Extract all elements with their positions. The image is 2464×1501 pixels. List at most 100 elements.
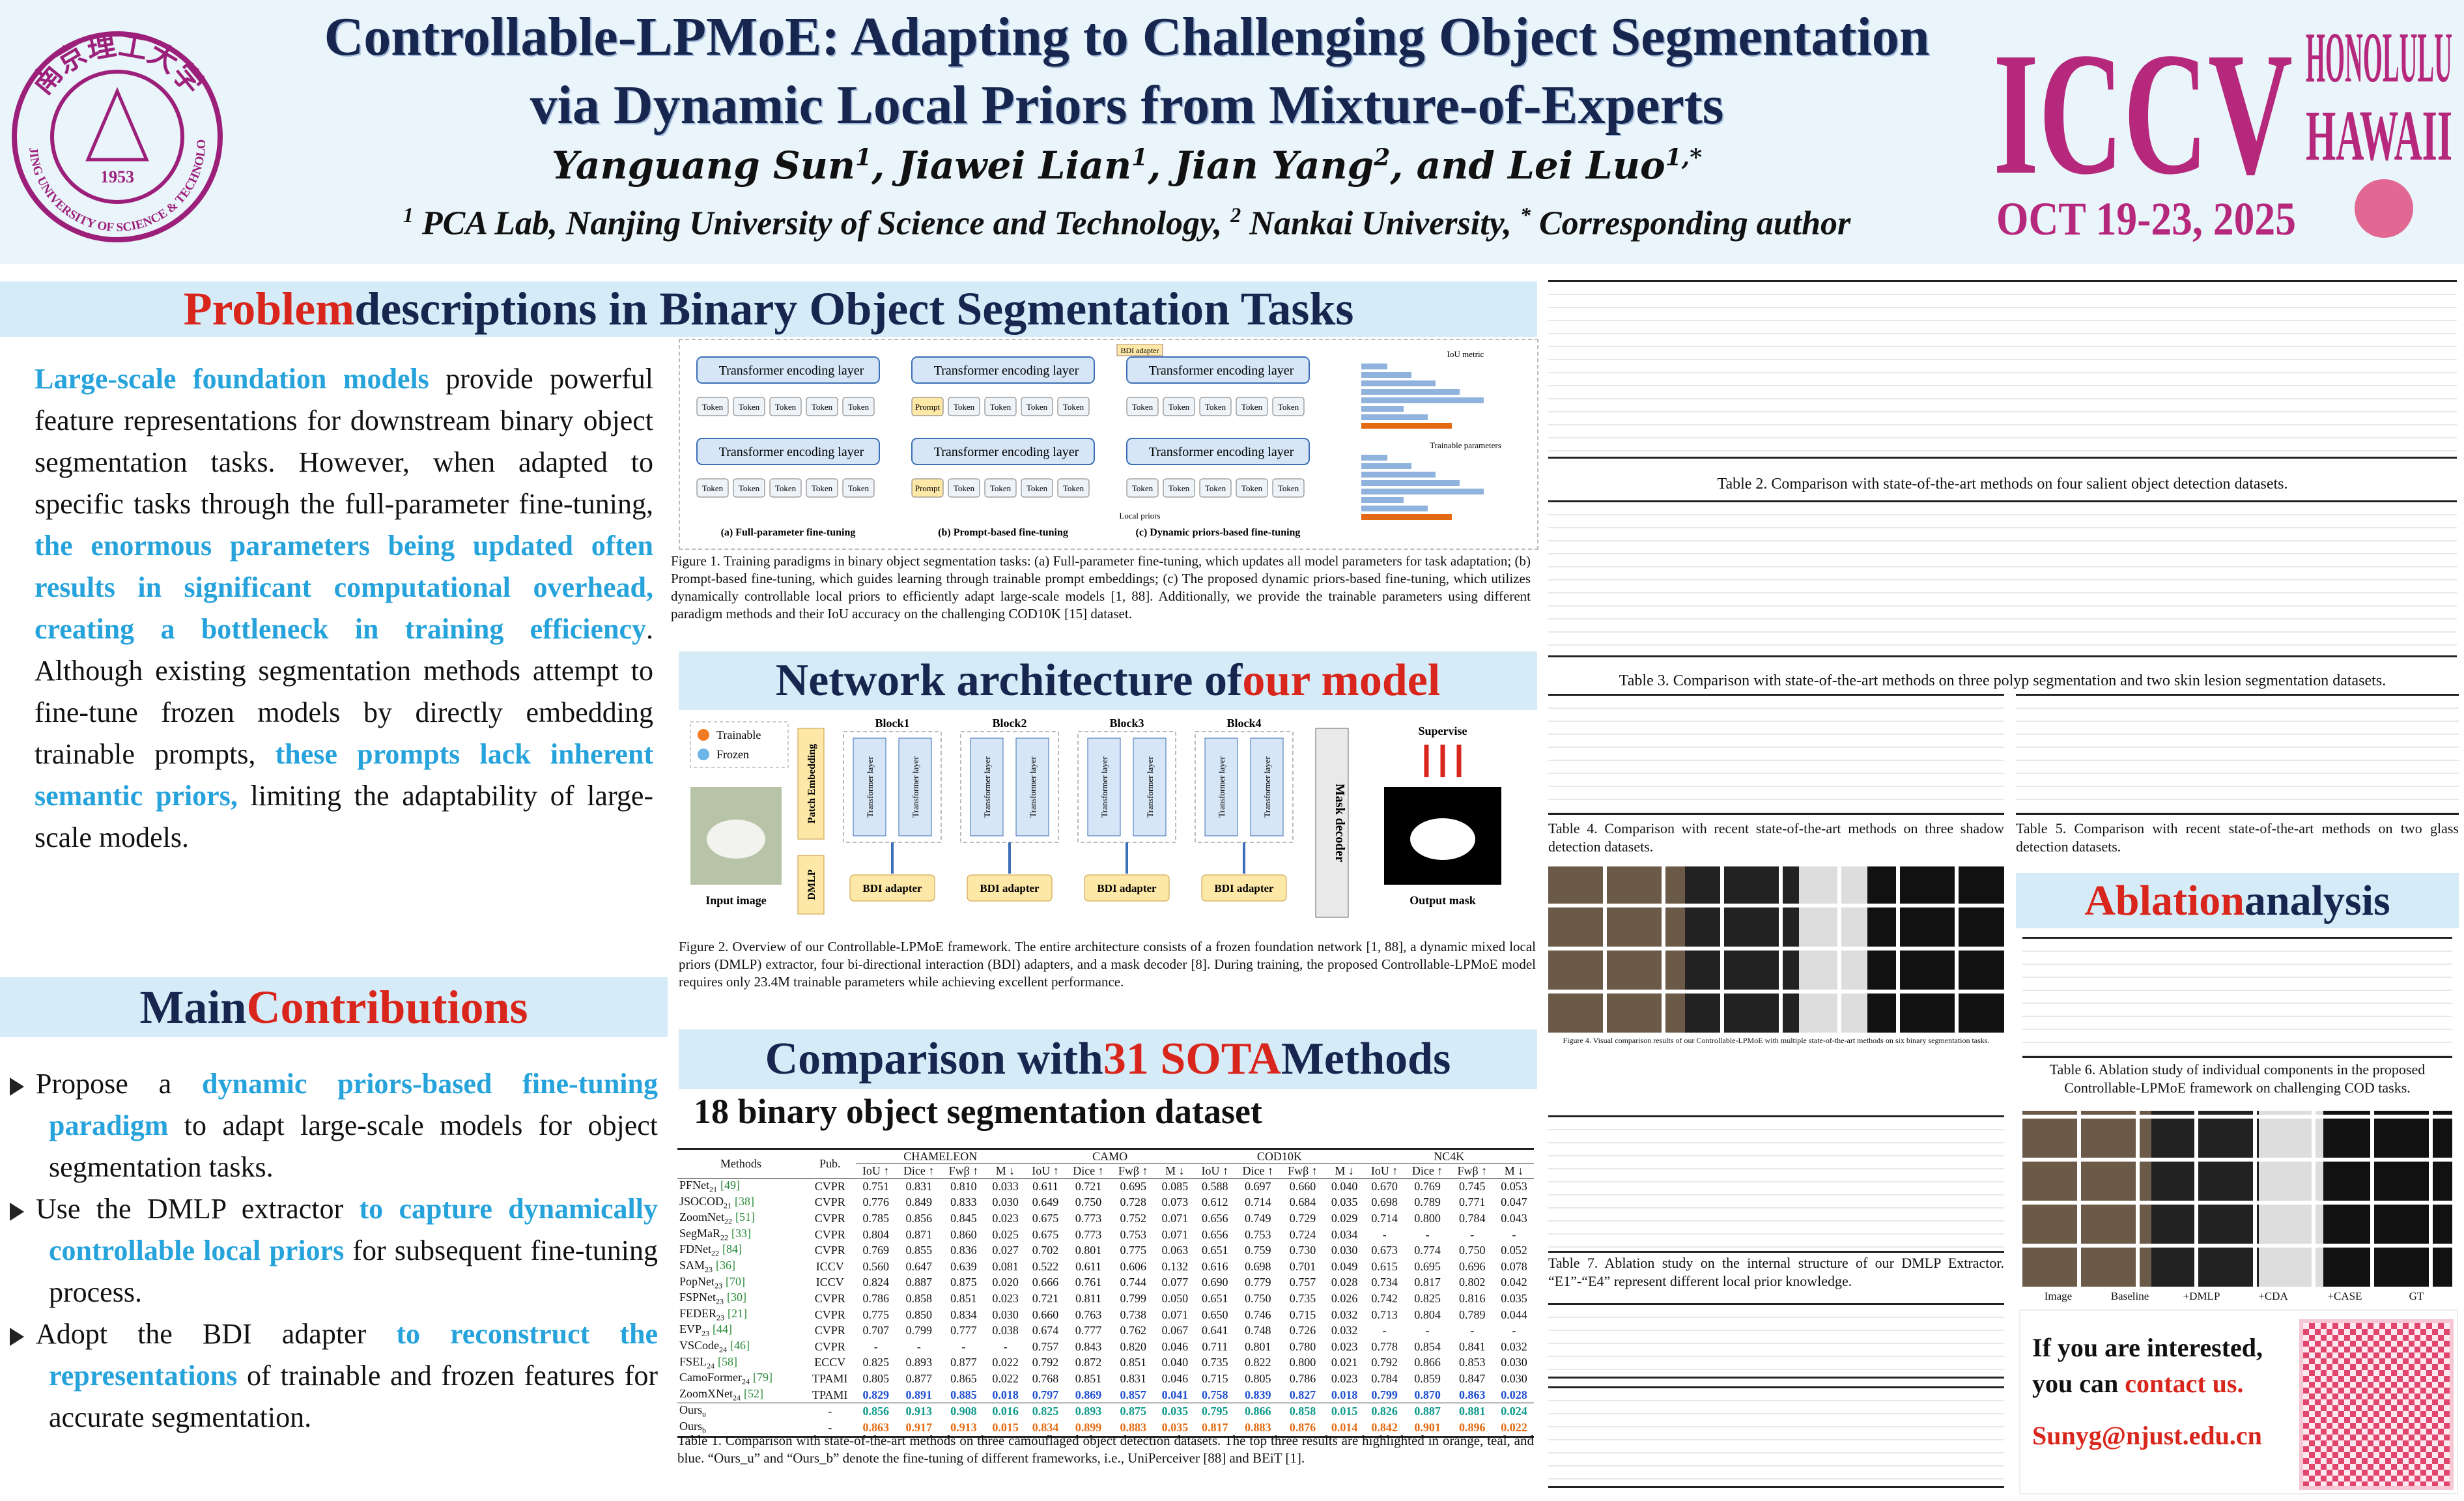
affiliations: 1 PCA Lab, Nanjing University of Science… xyxy=(248,203,2006,242)
figure-1: Transformer encoding layer Token Token Toke… xyxy=(696,344,1501,538)
value-cell: 0.077 xyxy=(1161,1276,1189,1289)
method-ref: [49] xyxy=(720,1179,741,1192)
superscript: 2 xyxy=(1230,203,1241,227)
value-cell: 0.724 xyxy=(1289,1227,1316,1241)
value-cell: 0.040 xyxy=(1161,1356,1189,1369)
method-year: 24 xyxy=(732,1393,741,1403)
method-name: JSOCOD xyxy=(679,1194,724,1208)
value-cell: 0.753 xyxy=(1245,1227,1271,1241)
table-3 xyxy=(1548,500,2457,657)
method-ref: [30] xyxy=(727,1291,747,1304)
priors-label: Local priors xyxy=(1119,511,1160,521)
token xyxy=(984,397,1017,416)
token xyxy=(696,478,729,498)
value-cell: 0.784 xyxy=(1459,1211,1486,1225)
method-name: CamoFormer xyxy=(679,1371,742,1384)
value-cell: 0.049 xyxy=(1331,1259,1358,1273)
token-label: Token xyxy=(1241,483,1263,493)
value-cell: 0.825 xyxy=(1032,1405,1059,1418)
contact-line: you can contact us. xyxy=(2032,1368,2243,1399)
value-cell: 0.728 xyxy=(1120,1195,1146,1209)
contribution-item: Propose a dynamic priors-based fine-tuni… xyxy=(10,1063,658,1188)
mini-bar xyxy=(1361,397,1484,403)
method-ref: [84] xyxy=(722,1242,742,1256)
value-cell: 0.834 xyxy=(1032,1420,1059,1434)
value-cell: 0.035 xyxy=(1161,1405,1189,1418)
value-cell: 0.757 xyxy=(1289,1276,1316,1289)
token-label: Token xyxy=(848,402,870,412)
value-cell: 0.901 xyxy=(1414,1420,1441,1434)
method-year: 22 xyxy=(720,1233,728,1242)
value-cell: 0.666 xyxy=(1032,1276,1059,1289)
token-label: Token xyxy=(775,402,797,412)
table-row: CamoFormer24 [79] TPAMI 0.805 0.877 0.865 0.02… xyxy=(677,1371,1534,1387)
token-label: Token xyxy=(954,483,975,493)
dmlp-label: DMLP xyxy=(806,869,817,900)
text-span: you can xyxy=(2032,1369,2125,1398)
value-cell: 0.711 xyxy=(1202,1339,1228,1353)
token-label: Prompt xyxy=(915,402,941,412)
value-cell: 0.877 xyxy=(950,1356,977,1369)
bdi-label: BDI adapter xyxy=(1097,882,1157,894)
method-name: ZoomNet xyxy=(679,1210,724,1224)
token xyxy=(806,397,838,416)
ablation-images xyxy=(2022,1111,2452,1287)
value-cell: 0.858 xyxy=(1289,1405,1316,1418)
method-ref: [58] xyxy=(718,1354,738,1368)
value-cell: 0.052 xyxy=(1501,1244,1527,1257)
contribution-item: Use the DMLP extractor to capture dynami… xyxy=(10,1188,658,1313)
value-cell: 0.018 xyxy=(1331,1388,1358,1401)
conference-place: HONOLULU xyxy=(2306,20,2452,97)
token-label: Token xyxy=(1063,402,1084,412)
hibiscus xyxy=(2355,179,2413,238)
token-label: Token xyxy=(954,402,975,412)
value-cell: 0.859 xyxy=(1414,1371,1441,1385)
method-year: 22 xyxy=(711,1248,719,1258)
value-cell: 0.675 xyxy=(1032,1227,1059,1241)
value-cell: 0.822 xyxy=(1245,1356,1271,1369)
method-ref: [36] xyxy=(716,1258,736,1272)
encoder-layer xyxy=(911,356,1095,384)
value-cell: 0.789 xyxy=(1459,1308,1486,1321)
bdi-adapter xyxy=(1201,874,1287,902)
value-cell: 0.067 xyxy=(1161,1324,1189,1337)
value-cell: 0.778 xyxy=(1371,1339,1398,1353)
value-cell: 0.820 xyxy=(1120,1339,1146,1353)
value-cell: 0.748 xyxy=(1245,1324,1271,1337)
value-cell: 0.746 xyxy=(1245,1308,1271,1321)
method-year: 21 xyxy=(724,1201,732,1210)
value-cell: - xyxy=(1470,1227,1475,1241)
token-label: Token xyxy=(1168,483,1190,493)
method-name: Ours xyxy=(679,1419,702,1433)
value-cell: 0.738 xyxy=(1120,1308,1146,1321)
value-cell: 0.799 xyxy=(905,1324,932,1337)
transformer-layer xyxy=(1087,737,1121,836)
grid-label: +CASE xyxy=(2327,1290,2362,1302)
value-cell: 0.702 xyxy=(1032,1244,1059,1257)
table-1: Methods Pub. CHAMELEON CAMO COD10K NC4K IoU ↑ D… xyxy=(677,1148,1534,1438)
value-cell: 0.799 xyxy=(1120,1291,1146,1305)
transformer-layer xyxy=(1133,737,1167,836)
figure-2: Trainable Frozen Input image Patch Embeddin… xyxy=(690,717,1501,918)
metric-header: Dice ↑ xyxy=(896,1164,942,1179)
value-cell: 0.817 xyxy=(1202,1420,1228,1434)
value-cell: 0.847 xyxy=(1459,1371,1486,1385)
block-label: Block4 xyxy=(1226,717,1261,730)
token-label: Token xyxy=(1241,402,1263,412)
value-cell: 0.022 xyxy=(1501,1420,1527,1434)
value-cell: 0.018 xyxy=(992,1388,1019,1401)
method-name: FDNet xyxy=(679,1242,711,1256)
value-cell: 0.014 xyxy=(1331,1420,1358,1434)
token xyxy=(911,478,944,498)
method-ref: [33] xyxy=(731,1226,751,1240)
layer-label: Transformer layer xyxy=(1217,756,1226,817)
metric-header: IoU ↑ xyxy=(1364,1164,1405,1179)
method-cell: FDNet22 [84] xyxy=(677,1242,804,1259)
chart-label: IoU metric xyxy=(1447,349,1484,359)
value-cell: 0.034 xyxy=(1331,1227,1358,1241)
mini-bar xyxy=(1361,364,1387,369)
value-cell: 0.913 xyxy=(905,1405,932,1418)
value-cell: 0.831 xyxy=(905,1179,932,1193)
contact-line: If you are interested, xyxy=(2032,1333,2263,1362)
token xyxy=(1057,397,1090,416)
